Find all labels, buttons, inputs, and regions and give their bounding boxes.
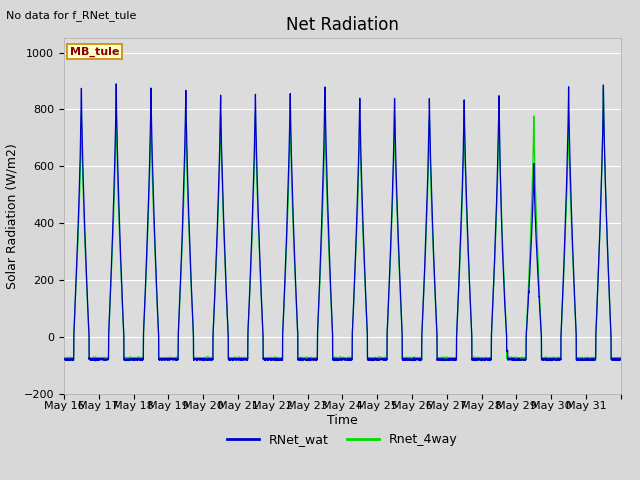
X-axis label: Time: Time — [327, 414, 358, 427]
RNet_wat — [523, 327, 531, 333]
Rnet_4way — [495, 125, 503, 131]
Rnet_4way — [60, 355, 68, 360]
RNet_wat — [495, 118, 503, 124]
Rnet_4way — [617, 355, 625, 360]
Rnet_4way — [393, 208, 401, 214]
RNet_wat — [617, 357, 625, 362]
Text: No data for f_RNet_tule: No data for f_RNet_tule — [6, 10, 137, 21]
RNet_wat — [364, 330, 371, 336]
RNet_wat — [113, 81, 120, 87]
Rnet_4way — [366, 357, 374, 362]
Line: RNet_wat: RNet_wat — [64, 84, 621, 361]
Rnet_4way — [600, 85, 607, 91]
RNet_wat — [393, 200, 401, 205]
RNet_wat — [92, 358, 99, 364]
Rnet_4way — [363, 324, 371, 330]
Legend: RNet_wat, Rnet_4way: RNet_wat, Rnet_4way — [223, 428, 462, 451]
Title: Net Radiation: Net Radiation — [286, 16, 399, 34]
RNet_wat — [176, 298, 184, 303]
Rnet_4way — [175, 306, 183, 312]
RNet_wat — [537, 327, 545, 333]
Text: MB_tule: MB_tule — [70, 47, 119, 57]
Rnet_4way — [537, 323, 545, 328]
Rnet_4way — [523, 327, 531, 333]
Line: Rnet_4way: Rnet_4way — [64, 88, 621, 360]
Y-axis label: Solar Radiation (W/m2): Solar Radiation (W/m2) — [5, 143, 18, 289]
RNet_wat — [60, 357, 68, 362]
